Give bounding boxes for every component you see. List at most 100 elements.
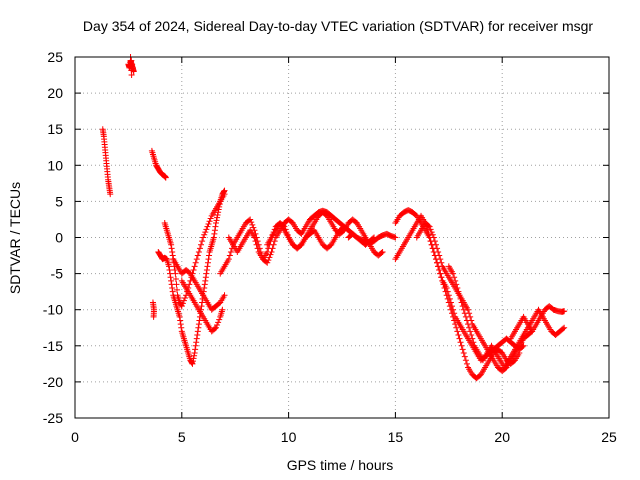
data-point bbox=[249, 221, 256, 228]
data-point bbox=[281, 223, 288, 230]
data-point bbox=[450, 270, 457, 277]
data-point bbox=[459, 346, 466, 353]
data-point bbox=[454, 328, 461, 335]
data-point bbox=[437, 270, 444, 277]
data-point bbox=[455, 331, 462, 338]
data-point bbox=[463, 360, 470, 367]
data-point bbox=[176, 313, 183, 320]
data-point bbox=[248, 219, 255, 226]
data-point bbox=[191, 263, 198, 270]
data-point bbox=[204, 259, 211, 266]
x-axis-label: GPS time / hours bbox=[287, 457, 394, 473]
data-point bbox=[195, 324, 202, 331]
data-point bbox=[430, 234, 437, 241]
chart-title: Day 354 of 2024, Sidereal Day-to-day VTE… bbox=[83, 18, 593, 34]
data-point bbox=[173, 281, 180, 288]
data-point bbox=[427, 226, 434, 233]
data-point bbox=[169, 288, 176, 295]
data-point bbox=[253, 241, 260, 248]
data-point bbox=[453, 324, 460, 331]
data-point bbox=[426, 223, 433, 230]
data-point bbox=[169, 248, 176, 255]
data-point bbox=[214, 214, 221, 221]
data-point bbox=[445, 292, 452, 299]
data-point bbox=[189, 360, 196, 367]
data-point bbox=[213, 217, 220, 224]
series-late-d bbox=[445, 263, 568, 371]
data-point bbox=[462, 357, 469, 364]
data-point bbox=[202, 229, 209, 236]
series-dip-c bbox=[178, 277, 226, 335]
data-point bbox=[468, 331, 475, 338]
data-point bbox=[452, 277, 459, 284]
data-point bbox=[214, 322, 221, 329]
data-point bbox=[178, 324, 185, 331]
x-tick-label: 5 bbox=[178, 429, 186, 445]
data-point bbox=[461, 353, 468, 360]
y-tick-label: 20 bbox=[47, 85, 63, 101]
data-point bbox=[446, 295, 453, 302]
data-point bbox=[172, 270, 179, 277]
data-point bbox=[438, 274, 445, 281]
data-point bbox=[194, 252, 201, 259]
data-point bbox=[251, 234, 258, 241]
data-point bbox=[201, 281, 208, 288]
series-late-e bbox=[507, 303, 568, 342]
data-point bbox=[167, 270, 174, 277]
data-point bbox=[169, 252, 176, 259]
y-tick-label: -5 bbox=[51, 266, 64, 282]
data-point bbox=[196, 245, 203, 252]
data-point bbox=[204, 263, 211, 270]
data-point bbox=[463, 317, 470, 324]
data-point bbox=[211, 325, 218, 332]
data-point bbox=[282, 226, 289, 233]
data-point bbox=[172, 276, 179, 283]
series-dip-a bbox=[155, 187, 228, 367]
data-point bbox=[168, 245, 175, 252]
data-point bbox=[210, 234, 217, 241]
data-point bbox=[198, 241, 205, 248]
series-dip-d bbox=[170, 256, 228, 313]
data-point bbox=[162, 174, 169, 181]
data-point bbox=[205, 256, 212, 263]
axis-ticks: 0 5 10 15 20 25 25 20 15 10 5 0 -5 -10 -15 -20 -25 bbox=[43, 49, 617, 445]
data-point bbox=[165, 263, 172, 270]
data-point bbox=[219, 306, 226, 313]
data-point bbox=[247, 216, 254, 223]
data-point bbox=[425, 222, 432, 229]
data-point bbox=[182, 294, 189, 301]
y-tick-label: 15 bbox=[47, 121, 63, 137]
data-point bbox=[561, 324, 568, 331]
data-point bbox=[458, 299, 465, 306]
series-early-1 bbox=[99, 126, 114, 198]
y-tick-label: -20 bbox=[43, 374, 63, 390]
data-point bbox=[201, 231, 208, 238]
data-point bbox=[460, 350, 467, 357]
data-point bbox=[436, 266, 443, 273]
data-point bbox=[212, 324, 219, 331]
data-point bbox=[444, 288, 451, 295]
data-point bbox=[207, 215, 214, 222]
data-point bbox=[107, 191, 114, 198]
data-point bbox=[194, 328, 201, 335]
data-point bbox=[205, 220, 212, 227]
data-point bbox=[264, 259, 271, 266]
data-point bbox=[177, 317, 184, 324]
data-point bbox=[167, 274, 174, 281]
data-point bbox=[449, 303, 456, 310]
data-point bbox=[178, 303, 185, 310]
data-point bbox=[466, 324, 473, 331]
data-point bbox=[180, 297, 187, 304]
data-point bbox=[206, 218, 213, 225]
series-late-c bbox=[413, 220, 527, 357]
data-point bbox=[190, 355, 197, 362]
data-point bbox=[166, 266, 173, 273]
plot-frame bbox=[74, 56, 610, 419]
data-point bbox=[206, 252, 213, 259]
data-point bbox=[465, 321, 472, 328]
data-point bbox=[211, 230, 218, 237]
data-point bbox=[561, 308, 568, 315]
data-point bbox=[457, 295, 464, 302]
data-point bbox=[193, 335, 200, 342]
data-point bbox=[459, 303, 466, 310]
